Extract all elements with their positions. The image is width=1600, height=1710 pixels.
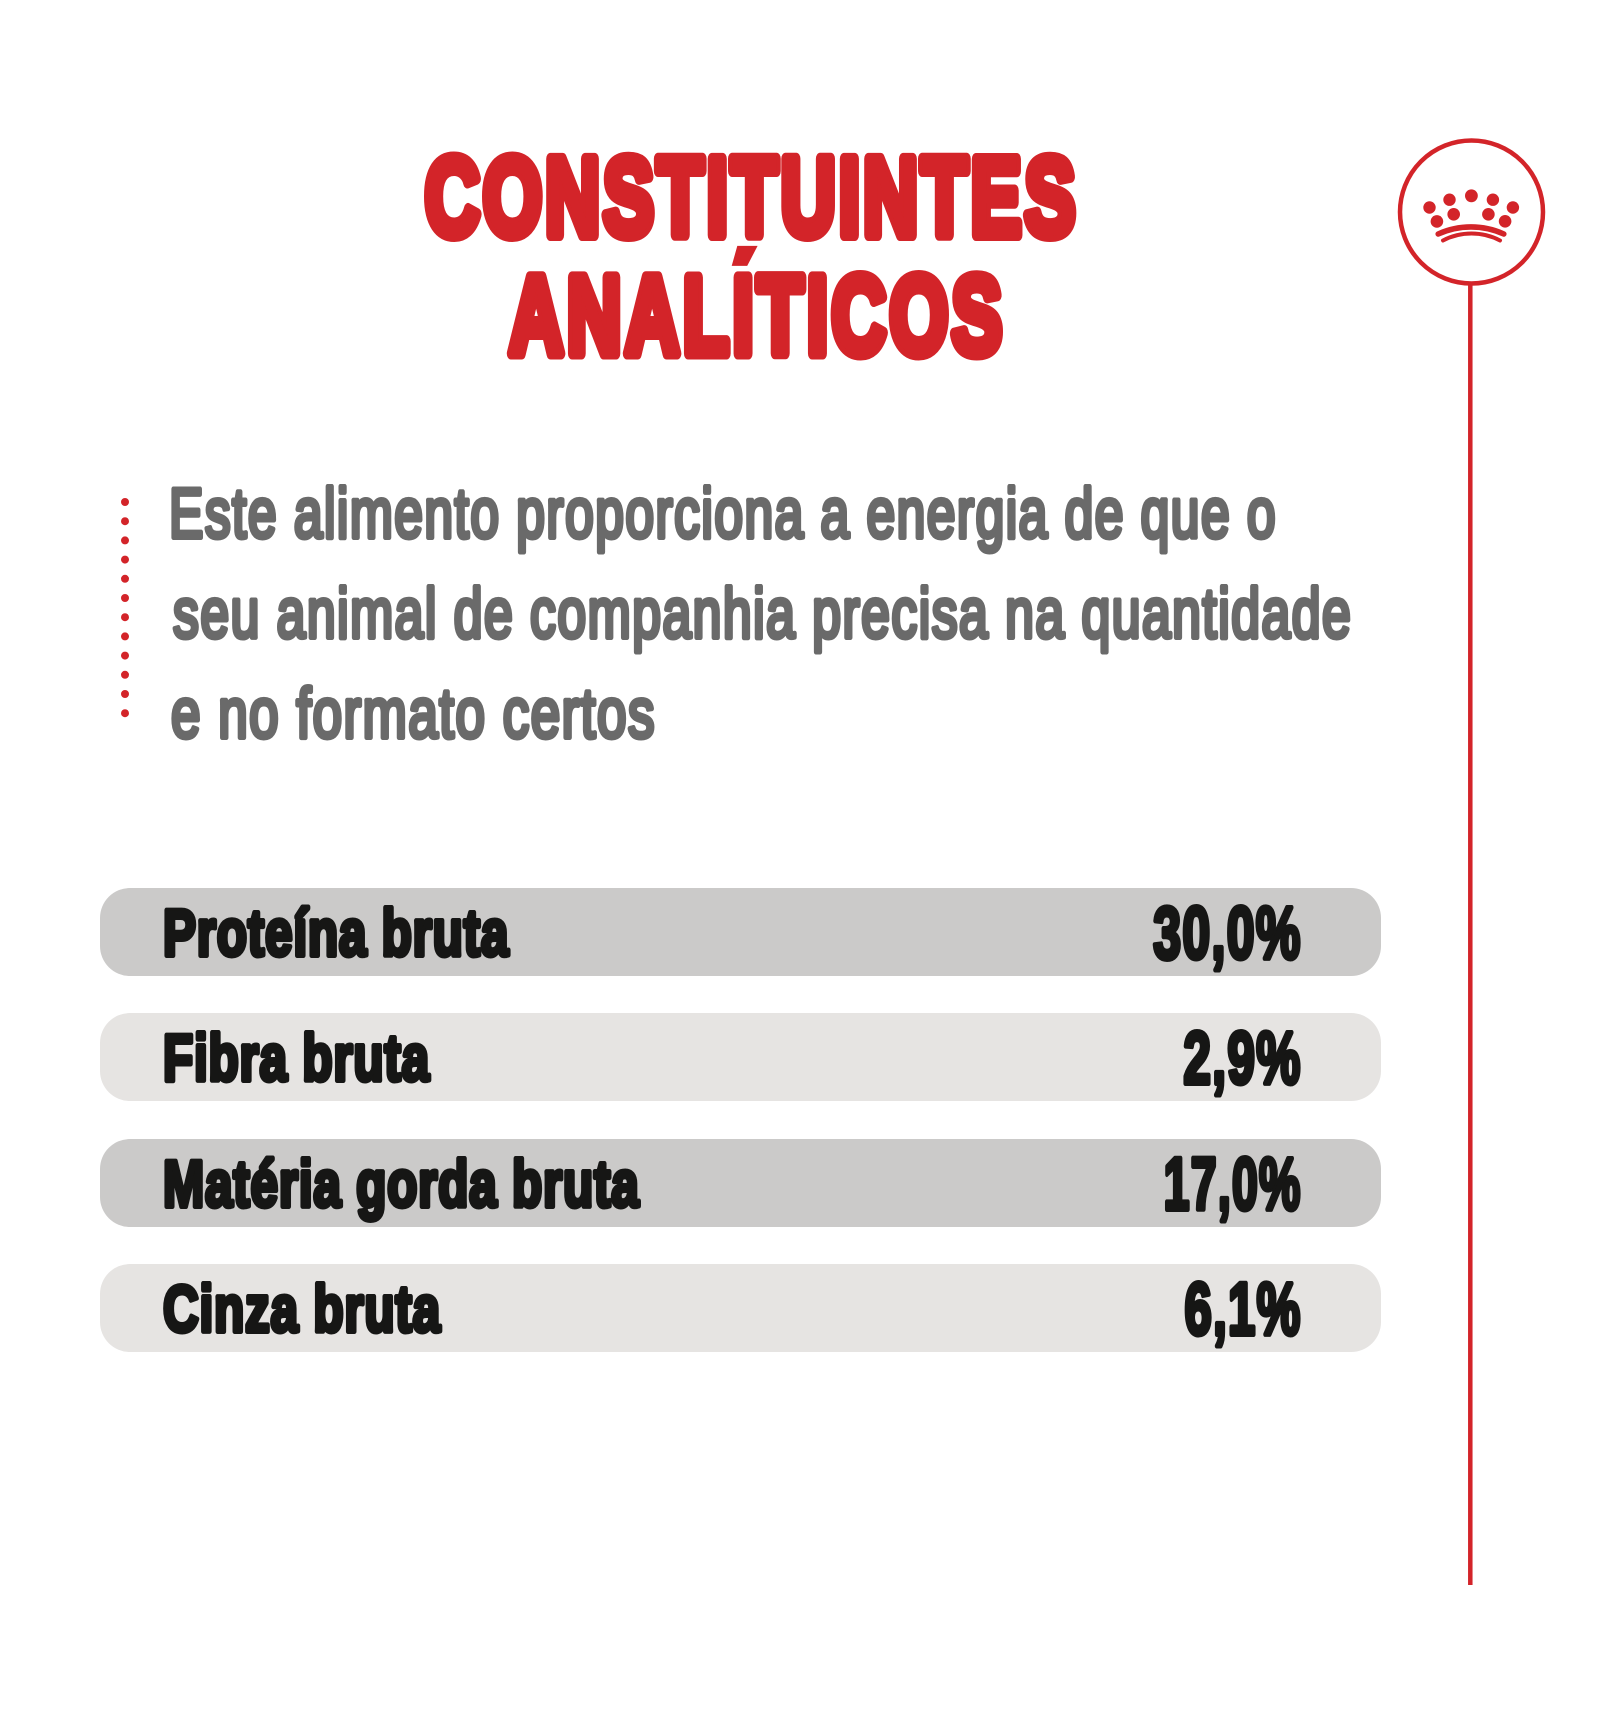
svg-text:Cinza bruta: Cinza bruta (163, 1273, 441, 1346)
svg-text:Este alimento proporciona a en: Este alimento proporciona a energia de q… (169, 475, 1277, 554)
svg-text:30,0%: 30,0% (1153, 893, 1301, 975)
svg-text:2,9%: 2,9% (1183, 1018, 1301, 1100)
svg-text:CONSTITUINTES: CONSTITUINTES (425, 136, 1079, 260)
svg-text:17,0%: 17,0% (1164, 1144, 1302, 1227)
svg-text:Matéria gorda bruta: Matéria gorda bruta (163, 1148, 640, 1221)
svg-text:e no formato certos: e no formato certos (171, 675, 656, 753)
svg-text:seu animal de companhia precis: seu animal de companhia precisa na quant… (173, 575, 1352, 654)
svg-text:6,1%: 6,1% (1184, 1268, 1301, 1351)
svg-text:ANALITICOS: ANALITICOS (509, 254, 1006, 378)
svg-text:Proteína bruta: Proteína bruta (163, 897, 509, 970)
svg-text:Fibra bruta: Fibra bruta (163, 1022, 430, 1095)
